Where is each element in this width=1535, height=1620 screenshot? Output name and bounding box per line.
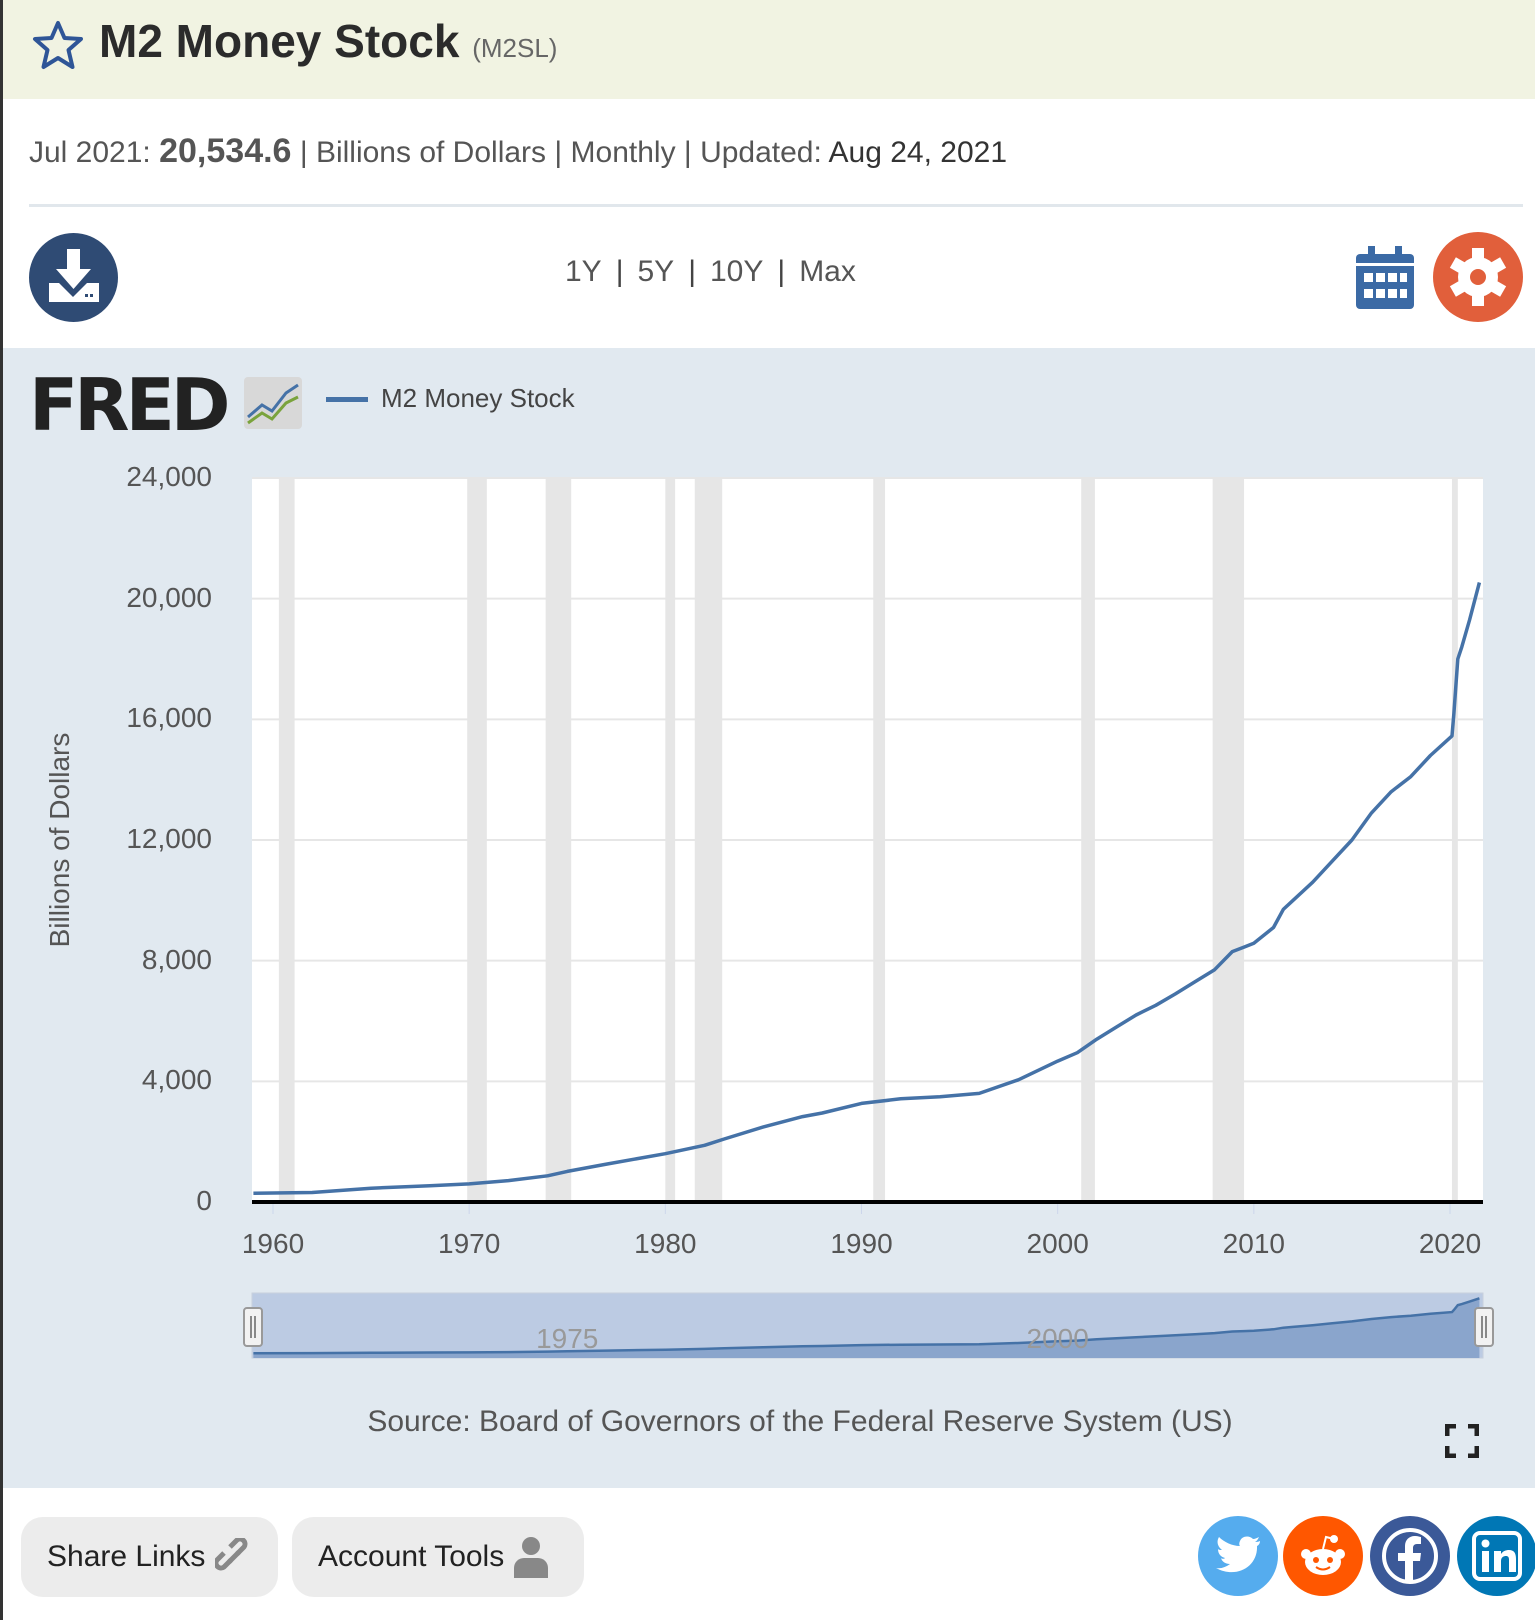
obs-value: 20,534.6 — [159, 132, 292, 170]
divider — [29, 204, 1523, 207]
series-id: (M2SL) — [472, 33, 558, 63]
facebook-icon — [1382, 1528, 1438, 1584]
link-icon — [215, 1538, 248, 1571]
reddit-share-button[interactable] — [1283, 1516, 1363, 1596]
updated-date: Aug 24, 2021 — [828, 136, 1008, 169]
page-title: M2 Money Stock (M2SL) — [99, 14, 557, 68]
download-button[interactable] — [29, 233, 118, 322]
units: Billions of Dollars — [315, 136, 547, 169]
navigator-handle-left[interactable] — [243, 1307, 263, 1347]
y-tick-label: 20,000 — [126, 581, 212, 613]
legend-label: M2 Money Stock — [381, 383, 575, 413]
navigator-label: 2000 — [1027, 1323, 1089, 1354]
y-tick-label: 16,000 — [126, 702, 212, 734]
frequency: Monthly — [570, 136, 676, 169]
account-tools-button[interactable]: Account Tools — [292, 1517, 584, 1597]
series-line-m2 — [253, 582, 1482, 1196]
share-links-button[interactable]: Share Links — [21, 1517, 278, 1597]
source-note: Source: Board of Governors of the Federa… — [367, 1405, 1233, 1438]
series-info: Jul 2021: 20,534.6 | Billions of Dollars… — [29, 132, 1007, 171]
y-tick-label: 0 — [196, 1185, 212, 1216]
x-tick-label: 2020 — [1418, 1228, 1482, 1259]
navigator-area — [253, 1298, 1480, 1358]
reddit-icon — [1301, 1535, 1345, 1575]
x-tick-label: 1990 — [830, 1228, 893, 1259]
calendar-icon[interactable] — [1356, 246, 1414, 309]
navigator-line — [253, 1297, 1480, 1355]
sep: | — [683, 136, 692, 169]
x-tick-label: 1960 — [241, 1228, 305, 1259]
y-tick-label: 8,000 — [141, 943, 212, 975]
linkedin-share-button[interactable] — [1457, 1516, 1535, 1596]
y-tick-label: 12,000 — [126, 823, 212, 854]
x-tick-label: 1970 — [438, 1228, 501, 1259]
y-tick-label: 4,000 — [141, 1064, 212, 1096]
left-border — [0, 0, 3, 1620]
range-5y[interactable]: 5Y — [637, 255, 675, 288]
download-icon — [49, 249, 99, 302]
favorite-star-icon[interactable] — [31, 20, 85, 70]
obs-date: Jul 2021: — [29, 136, 151, 169]
series-title: M2 Money Stock — [99, 15, 460, 67]
x-tick-label: 1980 — [634, 1228, 697, 1259]
fred-chart-logo-icon — [244, 377, 302, 429]
range-10y[interactable]: 10Y — [710, 255, 764, 288]
updated-label: Updated: — [700, 136, 822, 169]
share-links-label: Share Links — [47, 1540, 206, 1573]
twitter-share-button[interactable] — [1198, 1516, 1278, 1596]
range-1y[interactable]: 1Y — [565, 255, 602, 288]
user-icon — [514, 1537, 549, 1578]
facebook-share-button[interactable] — [1370, 1516, 1450, 1596]
sep: | — [299, 136, 308, 169]
y-tick-label: 24,000 — [126, 461, 212, 492]
date-range-links: 1Y | 5Y | 10Y | Max — [565, 255, 856, 288]
range-max[interactable]: Max — [799, 255, 856, 288]
x-tick-label: 2010 — [1222, 1228, 1285, 1259]
fred-logo: FRED — [29, 363, 231, 447]
x-tick-label: 2000 — [1026, 1228, 1089, 1259]
title-bar — [3, 0, 1535, 99]
legend-swatch — [326, 397, 368, 402]
linkedin-icon — [1472, 1531, 1522, 1581]
sep: | — [554, 136, 563, 169]
fullscreen-icon[interactable] — [1445, 1424, 1479, 1458]
navigator-handle-right[interactable] — [1474, 1307, 1494, 1347]
twitter-icon — [1216, 1536, 1260, 1573]
settings-button[interactable] — [1433, 232, 1523, 322]
account-tools-label: Account Tools — [318, 1540, 505, 1573]
navigator-label: 1975 — [536, 1323, 598, 1354]
gear-icon — [1449, 248, 1507, 306]
